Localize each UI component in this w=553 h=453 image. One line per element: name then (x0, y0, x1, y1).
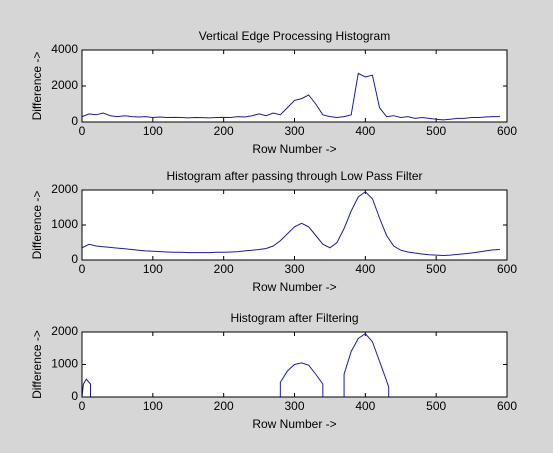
chart-title: Vertical Edge Processing Histogram (199, 29, 390, 43)
x-tick-label: 100 (143, 262, 163, 276)
x-tick-label: 400 (355, 124, 375, 138)
y-tick-label: 0 (71, 389, 78, 403)
y-tick-label: 1000 (51, 217, 78, 231)
x-tick-label: 0 (79, 124, 86, 138)
x-tick-label: 600 (497, 399, 517, 413)
data-line (81, 332, 500, 398)
axes-background (82, 190, 507, 260)
y-tick-label: 2000 (51, 324, 78, 338)
y-tick-label: 2000 (51, 78, 78, 92)
y-tick-label: 1000 (51, 357, 78, 371)
y-axis-label: Difference -> (30, 191, 44, 260)
x-tick-label: 500 (426, 262, 446, 276)
y-tick-label: 2000 (51, 182, 78, 196)
chart-title: Histogram after Filtering (230, 311, 358, 325)
x-tick-label: 500 (426, 124, 446, 138)
axes-frame (81, 331, 508, 398)
axes-background (82, 50, 507, 122)
x-tick-label: 500 (426, 399, 446, 413)
axes-frame (81, 189, 508, 261)
axes-frame (81, 49, 508, 123)
data-line (81, 72, 500, 121)
chart-title: Histogram after passing through Low Pass… (166, 169, 422, 183)
x-tick-label: 300 (284, 399, 304, 413)
x-tick-label: 300 (284, 124, 304, 138)
y-tick-label: 4000 (51, 42, 78, 56)
x-axis-label: Row Number -> (252, 417, 336, 431)
x-tick-label: 200 (214, 262, 234, 276)
x-tick-label: 200 (214, 399, 234, 413)
x-tick-label: 0 (79, 399, 86, 413)
x-tick-label: 600 (497, 262, 517, 276)
x-tick-label: 300 (284, 262, 304, 276)
y-tick-label: 0 (71, 252, 78, 266)
x-tick-label: 400 (355, 399, 375, 413)
x-tick-label: 0 (79, 262, 86, 276)
x-tick-label: 400 (355, 262, 375, 276)
x-tick-label: 200 (214, 124, 234, 138)
x-tick-label: 600 (497, 124, 517, 138)
y-tick-label: 0 (71, 114, 78, 128)
x-axis-label: Row Number -> (252, 142, 336, 156)
x-tick-label: 100 (143, 399, 163, 413)
y-axis-label: Difference -> (30, 52, 44, 121)
x-axis-label: Row Number -> (252, 280, 336, 294)
x-tick-label: 100 (143, 124, 163, 138)
y-axis-label: Difference -> (30, 330, 44, 399)
data-line (81, 191, 500, 256)
